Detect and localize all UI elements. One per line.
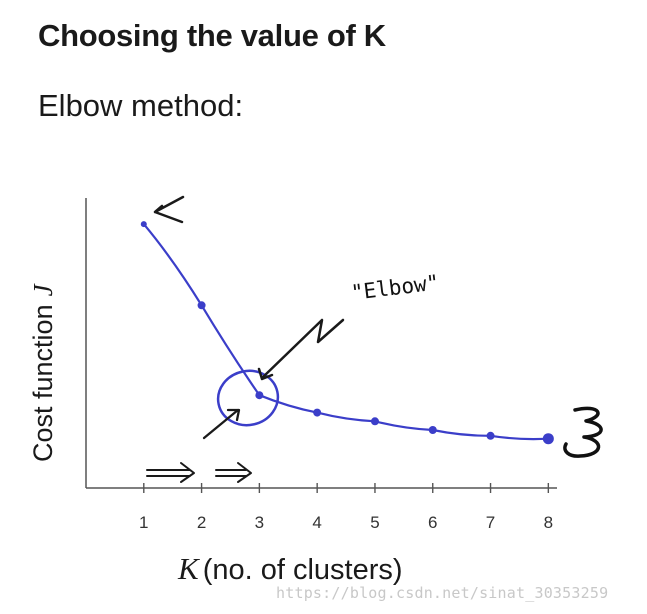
data-point (370, 417, 379, 426)
x-tick-label: 6 (428, 513, 437, 532)
x-ticks: 1 2 3 4 5 6 7 8 (139, 483, 553, 532)
data-point (255, 391, 264, 400)
x-tick-label: 1 (139, 513, 148, 532)
top-point-arrow (153, 195, 185, 224)
x-axis-arrow-one (146, 462, 195, 483)
x-tick-label: 5 (370, 513, 379, 532)
x-tick-label: 2 (197, 513, 206, 532)
data-point (140, 221, 147, 228)
x-tick-label: 4 (312, 513, 321, 532)
elbow-circle (216, 369, 280, 427)
elbow-pointer-arrowhead (257, 367, 274, 381)
elbow-label: "Elbow" (350, 270, 441, 305)
y-axis-symbol: J (28, 284, 58, 297)
data-point (197, 301, 206, 310)
data-point (428, 426, 437, 434)
cost-series (140, 221, 554, 445)
x-tick-label: 7 (486, 513, 495, 532)
data-point (486, 431, 495, 440)
x-axis-label: K (no. of clusters) (178, 551, 403, 586)
cost-line (142, 223, 549, 441)
x-axis-symbol: K (178, 551, 199, 586)
x-tick-label: 3 (255, 513, 264, 532)
data-point (542, 433, 554, 445)
slide-subtitle: Elbow method: (38, 88, 244, 123)
x-tick-label: 8 (544, 513, 553, 532)
end-point-scribble (563, 406, 603, 458)
data-point (313, 408, 322, 417)
slide-title: Choosing the value of K (38, 18, 386, 53)
x-axis-arrow-two (215, 462, 252, 483)
elbow-lower-arrow (202, 408, 241, 440)
chart-axes (85, 198, 557, 489)
elbow-pointer-arrow (260, 318, 345, 380)
y-axis-label: Cost functionJ (28, 284, 58, 462)
watermark: https://blog.csdn.net/sinat_30353259 (276, 584, 609, 602)
